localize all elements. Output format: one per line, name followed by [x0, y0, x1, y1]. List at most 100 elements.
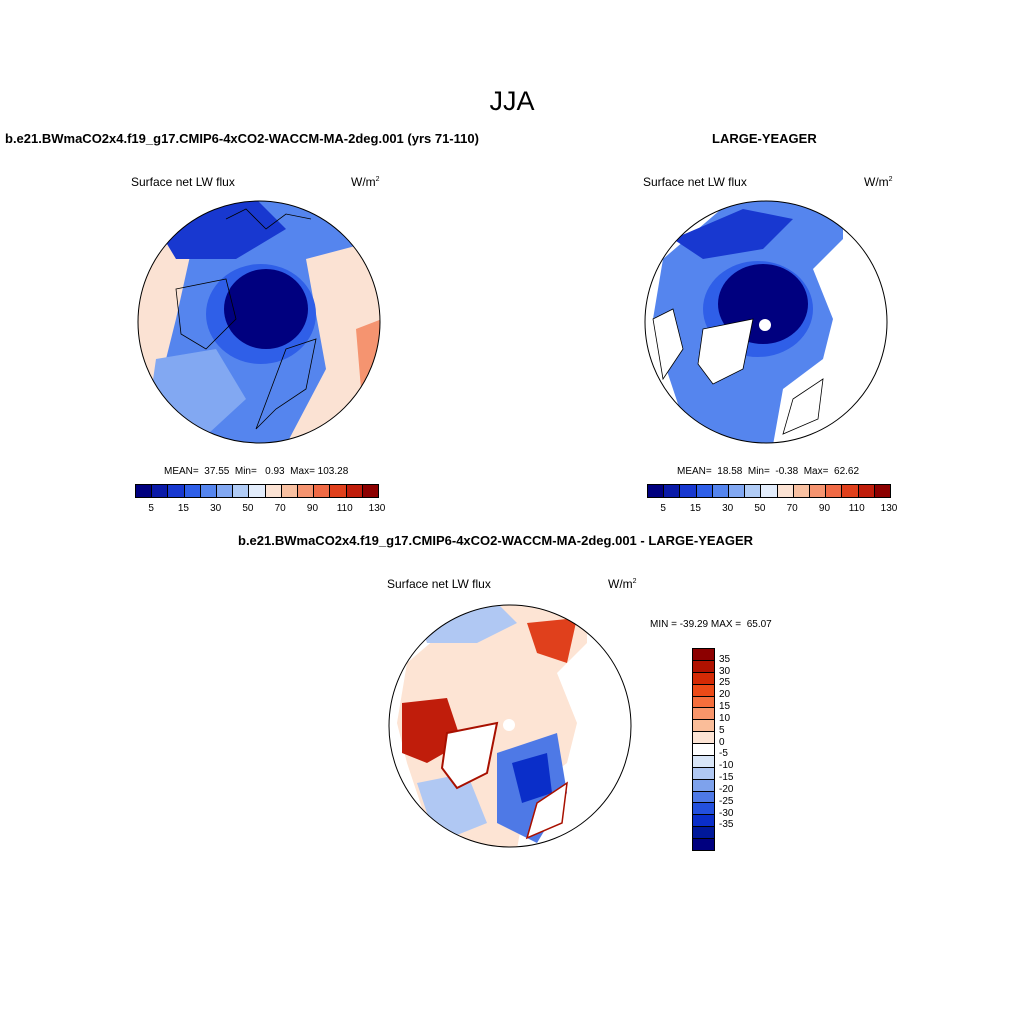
panel-3-colorbar-tick-label: -35 [719, 819, 734, 831]
panel-3-colorbar-swatch [693, 815, 714, 828]
panel-3-colorbar-tick-label: -20 [719, 783, 734, 795]
panel-3-colorbar-tick-label: -15 [719, 772, 734, 784]
panel-1-colorbar-tick-label: 130 [368, 503, 386, 514]
panel-1-colorbar-tick-label: 30 [210, 503, 222, 514]
panel-1-variable-label: Surface net LW flux [131, 175, 235, 189]
panel-3-colorbar-swatch [693, 755, 714, 768]
panel-1-colorbar-swatch [314, 485, 331, 497]
panel-3-colorbar-tick-label: 10 [719, 712, 731, 724]
panel-1-units: W/m2 [351, 175, 380, 189]
panel-2-colorbar-swatch [761, 485, 778, 497]
panel-2-colorbar-tick-label: 70 [786, 503, 798, 514]
panel-3-colorbar-swatch [693, 779, 714, 792]
panel-2-units: W/m2 [864, 175, 893, 189]
panel-1-cold-core [224, 269, 308, 349]
panel-2-colorbar-swatch [810, 485, 827, 497]
panel-2-colorbar-swatch [712, 485, 730, 497]
panel-2-colorbar-tick-label: 5 [660, 503, 666, 514]
panel-2-colorbar-swatch [729, 485, 746, 497]
panel-1-colorbar-swatch [168, 485, 185, 497]
panel-3-colorbar-swatch [693, 803, 714, 816]
panel-1-colorbar-swatch [362, 485, 379, 497]
panel-2-colorbar-swatch [648, 485, 665, 497]
panel-2-colorbar-swatch [842, 485, 859, 497]
panel-3-colorbar-swatch [693, 660, 714, 673]
panel-1-colorbar-swatch [281, 485, 299, 497]
panel-2-colorbar [647, 484, 891, 498]
panel-2-colorbar-tick-label: 90 [818, 503, 831, 514]
panel-1-colorbar-labels: 5 15 30 50 70 90 110 130 [135, 503, 385, 517]
panel-3-colorbar-tick-label: 5 [719, 724, 725, 736]
panel-3-colorbar-swatch [693, 720, 714, 733]
panel-3-colorbar-swatch [693, 732, 714, 744]
panel-3-colorbar-tick-label: 35 [719, 653, 731, 665]
panel-2-colorbar-swatch [664, 485, 681, 497]
panel-2-colorbar-swatch [777, 485, 794, 497]
panel-2-map-border [644, 200, 888, 444]
panel-3-land-south [525, 781, 568, 840]
panel-2-colorbar-swatch [793, 485, 811, 497]
panel-3-colorbar-swatch [693, 684, 714, 697]
panel-1-colorbar-swatch [200, 485, 218, 497]
figure-title: JJA [489, 86, 535, 116]
panel-3-greenland [440, 721, 499, 790]
panel-1-colorbar-swatch [298, 485, 315, 497]
panel-1-colorbar-tick-label: 110 [336, 503, 353, 514]
panel-3-colorbar-tick-label: -25 [719, 795, 734, 807]
panel-1-map-border [137, 200, 381, 444]
panel-3-polar-map [388, 604, 632, 848]
panel-3-title: b.e21.BWmaCO2x4.f19_g17.CMIP6-4xCO2-WACC… [238, 533, 754, 548]
panel-1-colorbar-swatch [330, 485, 347, 497]
panel-3-map-border [388, 604, 632, 848]
panel-3-colorbar-swatch [693, 744, 714, 756]
panel-3-colorbar-tick-label: -10 [719, 760, 734, 772]
panel-2-cold-region-north [673, 209, 793, 259]
panel-2-polar-map [644, 200, 888, 444]
panel-2-stats: MEAN= 18.58 Min= -0.38 Max= 62.62 [677, 466, 860, 477]
panel-2-colorbar-tick-label: 130 [880, 503, 898, 514]
panel-3-colorbar-tick-label: 0 [719, 736, 725, 748]
panel-1-colorbar-tick-label: 70 [274, 503, 286, 514]
panel-2-title: LARGE-YEAGER [712, 131, 817, 146]
panel-2-colorbar-tick-label: 110 [848, 503, 865, 514]
panel-3-colorbar-swatch [693, 649, 714, 661]
panel-1-colorbar-swatch [249, 485, 266, 497]
panel-3-colorbar-swatch [693, 827, 714, 839]
panel-1-stats: MEAN= 37.55 Min= 0.93 Max= 103.28 [164, 466, 349, 477]
panel-3-colorbar-tick-label: 15 [719, 701, 731, 713]
panel-3-colorbar-swatch [693, 839, 714, 850]
panel-1-colorbar-swatch [152, 485, 169, 497]
panel-3-colorbar [692, 648, 715, 851]
panel-2-variable-label: Surface net LW flux [643, 175, 747, 189]
panel-3-colorbar-tick-label: -30 [719, 807, 734, 819]
panel-1-colorbar-swatch [136, 485, 153, 497]
panel-1-colorbar-tick-label: 90 [306, 503, 319, 514]
panel-2-colorbar-labels: 5 15 30 50 70 90 110 130 [647, 503, 897, 517]
panel-2-colorbar-tick-label: 15 [689, 503, 701, 514]
panel-3-strong-negative-core [512, 753, 552, 803]
panel-1-coastline-c [225, 208, 312, 230]
panel-2-colorbar-tick-label: 30 [722, 503, 734, 514]
panel-1-coastline-a [175, 278, 237, 350]
panel-3-colorbar-labels: 35 30 25 20 15 10 5 0 -5 -10 -15 -20 -25 -30 -35 [719, 648, 759, 849]
panel-2-colorbar-swatch [680, 485, 697, 497]
panel-2-colorbar-swatch [858, 485, 875, 497]
panel-3-colorbar-swatch [693, 767, 714, 780]
panel-3-colorbar-tick-label: 20 [719, 689, 731, 701]
panel-3-colorbar-swatch [693, 696, 714, 709]
panel-1-colorbar-tick-label: 50 [242, 503, 254, 514]
panel-1-colorbar-swatch [217, 485, 234, 497]
panel-3-stats: MIN = -39.29 MAX = 65.07 [650, 619, 772, 630]
panel-2-colorbar-swatch [826, 485, 843, 497]
panel-3-colorbar-tick-label: 30 [719, 665, 731, 677]
panel-1-colorbar-tick-label: 5 [148, 503, 154, 514]
panel-3-positive-region-ne [527, 618, 577, 663]
panel-2-colorbar-swatch [696, 485, 713, 497]
panel-3-colorbar-swatch [693, 791, 714, 804]
panel-1-coastline-b [255, 338, 317, 430]
panel-1-colorbar-swatch [233, 485, 250, 497]
panel-3-colorbar-swatch [693, 672, 714, 685]
panel-2-land-south [782, 378, 824, 435]
panel-2-colorbar-tick-label: 50 [754, 503, 766, 514]
panel-2-colorbar-swatch [874, 485, 891, 497]
